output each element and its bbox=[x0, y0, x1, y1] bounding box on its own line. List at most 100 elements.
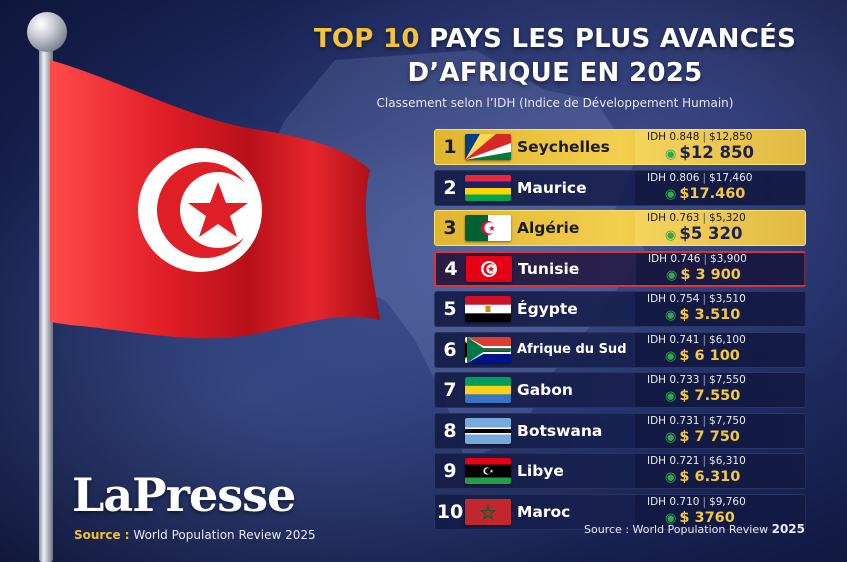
gdp-line: ◉ $ 3.510 bbox=[647, 306, 740, 325]
idh-value: IDH 0.763 bbox=[647, 211, 700, 224]
gdp-small: $12,850 bbox=[709, 130, 753, 143]
mauritius-flag-icon bbox=[465, 174, 511, 201]
lapresse-logo: LaPresse bbox=[72, 468, 296, 522]
country-stats: IDH 0.721 | $6,310 ◉ $ 6.310 bbox=[635, 454, 805, 488]
gdp-line: ◉ $ 7 750 bbox=[647, 428, 740, 447]
country-name: Maurice bbox=[517, 178, 587, 197]
rank-number: 1 bbox=[443, 136, 457, 158]
country-stats: IDH 0.806 | $17,460 ◉ $17.460 bbox=[635, 170, 805, 205]
idh-value: IDH 0.731 bbox=[647, 414, 700, 427]
botswana-flag-icon bbox=[465, 417, 511, 444]
africa-icon: ◉ bbox=[665, 389, 677, 404]
idh-line: IDH 0.763 | $5,320 bbox=[647, 211, 746, 224]
africa-icon: ◉ bbox=[665, 510, 677, 526]
idh-line: IDH 0.848 | $12,850 bbox=[647, 130, 753, 143]
africa-icon: ◉ bbox=[665, 429, 677, 445]
rank-number: 3 bbox=[443, 217, 457, 239]
idh-line: IDH 0.746 | $3,900 bbox=[648, 252, 747, 265]
egypt-flag-icon bbox=[465, 296, 511, 322]
rank-number: 5 bbox=[443, 298, 457, 320]
ranking-row-1: 1 Seychelles IDH 0.848 | $12,850 ◉ $12 850 bbox=[434, 129, 806, 165]
africa-icon: ◉ bbox=[665, 227, 677, 243]
logo-la: La bbox=[72, 468, 133, 522]
logo-presse: Presse bbox=[132, 468, 296, 522]
idh-line: IDH 0.733 | $7,550 bbox=[647, 374, 746, 386]
country-name: Botswana bbox=[517, 421, 603, 440]
idh-line: IDH 0.806 | $17,460 bbox=[647, 171, 753, 184]
idh-line: IDH 0.731 | $7,750 bbox=[647, 414, 746, 427]
idh-line: IDH 0.710 | $9,760 bbox=[647, 495, 746, 508]
gdp-line: ◉ $ 6 100 bbox=[647, 347, 740, 366]
gdp-big: $ 3760 bbox=[679, 509, 735, 526]
country-stats: IDH 0.731 | $7,750 ◉ $ 7 750 bbox=[635, 413, 805, 448]
source-right-text: Source : World Population Review bbox=[584, 523, 769, 536]
ranking-row-4: 4 Tunisie IDH 0.746 | $3,900 ◉ $ 3 900 bbox=[434, 250, 806, 287]
gdp-big: $ 7.550 bbox=[679, 388, 741, 404]
idh-value: IDH 0.733 bbox=[647, 374, 700, 386]
country-stats: IDH 0.746 | $3,900 ◉ $ 3 900 bbox=[636, 252, 806, 285]
africa-icon: ◉ bbox=[665, 308, 677, 323]
gdp-big: $ 6 100 bbox=[679, 347, 740, 364]
country-name: Égypte bbox=[517, 300, 578, 318]
country-stats: IDH 0.754 | $3,510 ◉ $ 3.510 bbox=[635, 292, 805, 326]
gdp-big: $ 6.310 bbox=[679, 469, 741, 485]
rank-number: 9 bbox=[443, 460, 457, 482]
ranking-row-6: 6 Afrique du Sud IDH 0.741 | $6,100 ◉ $ 6 1… bbox=[434, 331, 806, 368]
rank-number: 4 bbox=[444, 257, 458, 280]
gdp-small: $7,550 bbox=[709, 374, 746, 386]
ranking-row-9: 9 Libye IDH 0.721 | $6,310 ◉ $ 6.310 bbox=[434, 453, 806, 489]
country-stats: IDH 0.741 | $6,100 ◉ $ 6 100 bbox=[635, 332, 805, 367]
rank-number: 8 bbox=[443, 419, 457, 442]
gdp-big: $5 320 bbox=[679, 223, 743, 243]
country-stats: IDH 0.848 | $12,850 ◉ $12 850 bbox=[635, 130, 805, 164]
country-name: Gabon bbox=[517, 381, 573, 399]
gdp-small: $3,900 bbox=[710, 252, 747, 265]
source-right: Source : World Population Review 2025 bbox=[584, 522, 805, 536]
gdp-big: $ 7 750 bbox=[679, 428, 740, 445]
flag-pole-finial bbox=[27, 12, 67, 52]
gdp-line: ◉ $ 3760 bbox=[647, 509, 735, 528]
gdp-small: $9,760 bbox=[709, 495, 746, 508]
idh-value: IDH 0.741 bbox=[647, 333, 700, 346]
gdp-big: $ 3 900 bbox=[680, 266, 741, 283]
gdp-small: $5,320 bbox=[709, 211, 746, 224]
gdp-big: $ 3.510 bbox=[679, 307, 741, 323]
seychelles-flag-icon bbox=[465, 134, 511, 160]
rank-number: 7 bbox=[443, 379, 457, 401]
gdp-line: ◉ $ 7.550 bbox=[647, 387, 740, 406]
title-accent: TOP 10 bbox=[313, 24, 420, 54]
title-line2: D’AFRIQUE EN 2025 bbox=[407, 58, 703, 88]
source-right-year: 2025 bbox=[771, 522, 805, 536]
gdp-big: $17.460 bbox=[679, 185, 746, 202]
country-stats: IDH 0.733 | $7,550 ◉ $ 7.550 bbox=[635, 373, 805, 407]
country-name: Afrique du Sud bbox=[517, 342, 627, 357]
rank-number: 6 bbox=[443, 338, 457, 361]
ranking-row-8: 8 Botswana IDH 0.731 | $7,750 ◉ $ 7 750 bbox=[434, 412, 806, 449]
africa-icon: ◉ bbox=[665, 186, 677, 202]
idh-value: IDH 0.746 bbox=[648, 252, 701, 265]
rank-number: 2 bbox=[443, 176, 457, 199]
idh-line: IDH 0.741 | $6,100 bbox=[647, 333, 746, 346]
country-name: Libye bbox=[517, 462, 564, 480]
gdp-line: ◉ $ 3 900 bbox=[648, 266, 741, 285]
africa-icon: ◉ bbox=[665, 348, 677, 364]
source-label: Source : bbox=[74, 528, 130, 542]
country-name: Algérie bbox=[517, 219, 580, 237]
country-stats: IDH 0.710 | $9,760 ◉ $ 3760 bbox=[635, 494, 805, 529]
morocco-flag-icon bbox=[465, 498, 511, 525]
country-stats: IDH 0.763 | $5,320 ◉ $5 320 bbox=[635, 211, 805, 245]
title-line1: PAYS LES PLUS AVANCÉS bbox=[419, 24, 797, 54]
rank-number: 10 bbox=[436, 500, 464, 523]
africa-icon: ◉ bbox=[665, 470, 677, 485]
source-text: World Population Review 2025 bbox=[133, 528, 316, 542]
page-subtitle: Classement selon l’IDH (Indice de Dévelo… bbox=[376, 96, 734, 110]
gdp-line: ◉ $5 320 bbox=[647, 223, 743, 245]
gdp-small: $17,460 bbox=[709, 171, 753, 184]
gdp-line: ◉ $12 850 bbox=[647, 143, 754, 164]
country-name: Seychelles bbox=[517, 138, 610, 156]
idh-value: IDH 0.806 bbox=[647, 171, 700, 184]
libya-flag-icon bbox=[465, 458, 511, 484]
ranking-row-7: 7 Gabon IDH 0.733 | $7,550 ◉ $ 7.550 bbox=[434, 372, 806, 408]
page-title: TOP 10 PAYS LES PLUS AVANCÉS D’AFRIQUE E… bbox=[290, 22, 820, 90]
country-name: Tunisie bbox=[518, 259, 580, 278]
